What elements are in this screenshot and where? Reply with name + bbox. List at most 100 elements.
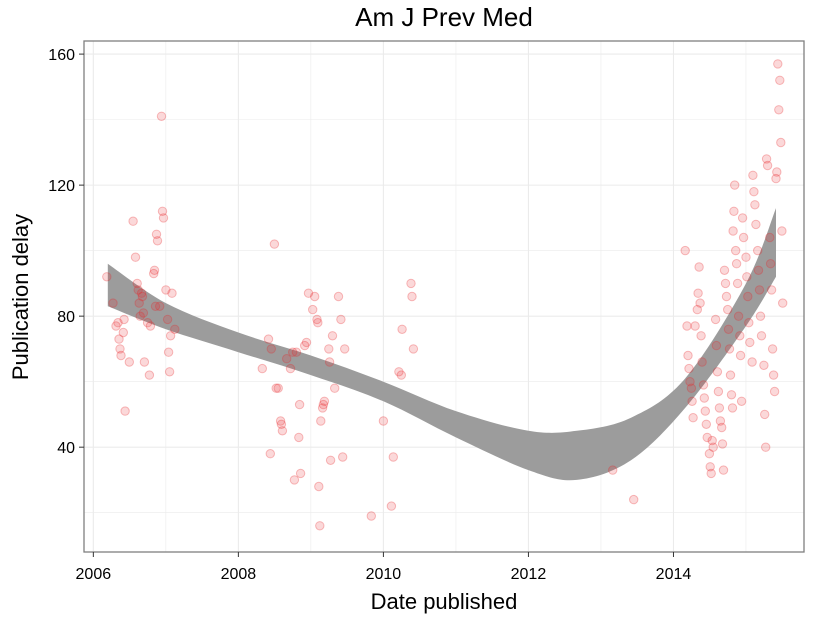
data-point bbox=[269, 239, 280, 249]
data-point bbox=[693, 288, 703, 298]
chart-title: Am J Prev Med bbox=[355, 2, 533, 32]
data-point bbox=[718, 465, 729, 475]
data-point bbox=[745, 337, 755, 348]
data-point bbox=[767, 344, 778, 354]
data-point bbox=[750, 200, 760, 210]
data-point bbox=[768, 370, 779, 380]
data-point bbox=[113, 318, 123, 328]
data-point bbox=[330, 383, 340, 393]
data-point bbox=[162, 314, 173, 325]
data-point bbox=[111, 321, 121, 331]
data-point bbox=[733, 311, 744, 321]
data-point bbox=[708, 442, 718, 452]
data-point bbox=[705, 462, 715, 472]
data-point bbox=[366, 511, 376, 521]
data-point bbox=[717, 422, 727, 433]
data-point bbox=[408, 344, 419, 354]
data-point bbox=[753, 265, 764, 275]
data-point bbox=[748, 170, 758, 181]
data-point bbox=[695, 298, 705, 308]
data-point bbox=[275, 416, 286, 426]
data-point bbox=[749, 187, 759, 197]
data-point bbox=[760, 409, 770, 420]
data-point bbox=[340, 344, 350, 354]
data-point bbox=[291, 347, 302, 357]
data-point bbox=[720, 278, 731, 289]
x-axis-ticks: 2006 2008 2010 2012 2014 bbox=[76, 552, 692, 583]
y-tick-label: 80 bbox=[57, 309, 75, 326]
data-point bbox=[273, 383, 283, 393]
data-point bbox=[397, 324, 407, 334]
data-point bbox=[772, 167, 782, 177]
data-point bbox=[303, 288, 314, 298]
data-point bbox=[694, 262, 704, 272]
data-point bbox=[765, 259, 776, 269]
data-point bbox=[294, 432, 304, 443]
data-point bbox=[751, 219, 761, 230]
data-point bbox=[318, 399, 329, 410]
data-point bbox=[688, 413, 698, 423]
data-point bbox=[706, 468, 716, 479]
data-point bbox=[773, 59, 783, 69]
data-point bbox=[774, 105, 784, 115]
data-point bbox=[732, 278, 743, 289]
data-point bbox=[756, 331, 767, 341]
data-point bbox=[300, 340, 310, 351]
data-point bbox=[116, 350, 126, 361]
data-point bbox=[761, 154, 772, 164]
data-point bbox=[713, 386, 724, 397]
data-point bbox=[754, 285, 765, 295]
x-tick-label: 2014 bbox=[656, 566, 692, 583]
data-point bbox=[699, 393, 709, 403]
data-point bbox=[769, 386, 780, 397]
data-point bbox=[301, 337, 312, 348]
data-point bbox=[310, 291, 320, 302]
data-point bbox=[138, 308, 149, 318]
data-point bbox=[158, 213, 169, 223]
data-point bbox=[333, 291, 344, 302]
data-point bbox=[738, 232, 749, 243]
data-point bbox=[742, 272, 752, 282]
data-point bbox=[777, 226, 787, 236]
data-point bbox=[386, 501, 397, 511]
data-point bbox=[715, 416, 726, 426]
data-point bbox=[680, 245, 690, 256]
confidence-band bbox=[107, 208, 777, 481]
data-point bbox=[277, 426, 288, 436]
data-point bbox=[119, 314, 129, 325]
data-point bbox=[692, 304, 702, 315]
data-point bbox=[778, 298, 788, 308]
x-tick-label: 2008 bbox=[221, 566, 257, 583]
data-point bbox=[120, 406, 130, 416]
data-point bbox=[149, 265, 160, 275]
data-point bbox=[128, 216, 138, 226]
data-point bbox=[712, 367, 723, 377]
data-point bbox=[766, 285, 777, 295]
data-point bbox=[130, 252, 141, 262]
data-point bbox=[731, 259, 742, 269]
data-point bbox=[294, 399, 305, 410]
x-axis-label: Date published bbox=[371, 589, 518, 614]
data-point bbox=[629, 494, 639, 505]
data-point bbox=[308, 304, 318, 315]
data-point bbox=[686, 383, 697, 393]
data-point bbox=[142, 318, 153, 328]
data-point bbox=[730, 180, 740, 190]
data-point bbox=[717, 439, 728, 449]
data-point bbox=[707, 435, 717, 446]
smooth-band-layer bbox=[107, 208, 777, 481]
x-tick-label: 2010 bbox=[366, 566, 402, 583]
data-point bbox=[156, 111, 167, 122]
data-point bbox=[714, 403, 725, 413]
data-point bbox=[282, 354, 292, 364]
data-point bbox=[266, 344, 276, 354]
data-points-layer bbox=[102, 59, 788, 531]
data-point bbox=[133, 285, 143, 295]
data-point bbox=[723, 324, 734, 334]
y-axis-label: Publication delay bbox=[8, 214, 33, 380]
data-point bbox=[776, 137, 786, 148]
data-point bbox=[157, 206, 168, 217]
data-point bbox=[155, 301, 165, 311]
data-point bbox=[114, 334, 124, 344]
data-point bbox=[701, 419, 711, 429]
